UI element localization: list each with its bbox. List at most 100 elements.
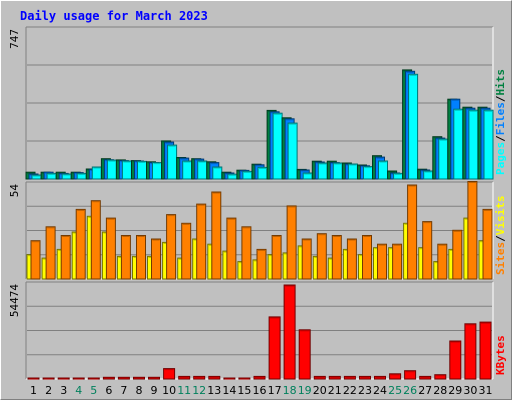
- x-tick-label-day-27: 27: [418, 384, 432, 397]
- bar-sites-day-18: [286, 205, 297, 280]
- bar-kbytes-day-29: [449, 340, 462, 380]
- x-tick-label-day-10: 10: [162, 384, 176, 397]
- legend-separator: /: [494, 135, 507, 142]
- panel-max-label: 747: [8, 29, 21, 49]
- bar-kbytes-day-26: [404, 370, 417, 380]
- bar-pages-day-30: [468, 109, 479, 180]
- bar-sites-day-13: [211, 191, 222, 280]
- bar-pages-day-6: [106, 159, 117, 180]
- bar-pages-day-7: [121, 160, 132, 180]
- x-tick-label-day-20: 20: [313, 384, 327, 397]
- x-tick-label-day-15: 15: [237, 384, 251, 397]
- bar-sites-day-20: [316, 233, 327, 280]
- panel-max-label: 54474: [8, 284, 21, 317]
- bar-pages-day-11: [182, 160, 193, 180]
- x-tick-label-day-14: 14: [222, 384, 236, 397]
- x-tick-label-day-2: 2: [45, 384, 52, 397]
- bar-sites-day-5: [90, 200, 101, 280]
- bar-pages-day-9: [152, 162, 162, 180]
- x-tick-label-day-12: 12: [192, 384, 206, 397]
- bar-sites-day-15: [241, 226, 252, 280]
- bar-pages-day-5: [91, 166, 102, 180]
- bar-sites-day-30: [467, 181, 478, 280]
- bar-sites-day-24: [377, 243, 387, 280]
- x-tick-label-day-8: 8: [136, 384, 143, 397]
- bar-sites-day-7: [120, 235, 131, 280]
- legend-separator: /: [494, 235, 507, 242]
- bar-pages-day-17: [272, 112, 283, 180]
- x-tick-label-day-3: 3: [60, 384, 67, 397]
- x-tick-label-day-11: 11: [177, 384, 191, 397]
- bar-pages-day-28: [438, 138, 449, 180]
- x-tick-label-day-28: 28: [433, 384, 447, 397]
- bar-sites-day-3: [60, 235, 71, 280]
- x-tick-label-day-29: 29: [448, 384, 462, 397]
- bar-sites-day-31: [482, 208, 493, 280]
- bar-sites-day-26: [407, 184, 418, 280]
- bar-kbytes-day-28: [434, 374, 447, 380]
- legend-kbytes: KBytes: [494, 335, 507, 375]
- panel-legend: KBytes: [494, 335, 507, 375]
- bar-kbytes-day-31: [479, 321, 492, 380]
- bar-sites-day-21: [331, 235, 342, 280]
- panel-visits-sites: 54 Sites/Visits: [8, 181, 507, 280]
- x-tick-label-day-16: 16: [253, 384, 267, 397]
- bar-sites-day-2: [45, 226, 56, 280]
- chart-title: Daily usage for March 2023: [20, 9, 208, 23]
- chart-panels: 747 Pages/Files/Hits 54 Sites/Visits 54474 KB…: [8, 26, 507, 380]
- x-tick-label-day-22: 22: [343, 384, 357, 397]
- bar-sites-day-14: [226, 217, 237, 280]
- x-tick-label-day-7: 7: [120, 384, 127, 397]
- x-tick-label-day-24: 24: [373, 384, 387, 397]
- bar-pages-day-18: [287, 122, 298, 180]
- x-tick-label-day-13: 13: [207, 384, 221, 397]
- bar-kbytes-day-17: [268, 316, 281, 380]
- legend-visits: Visits: [494, 196, 507, 236]
- x-tick-label-day-30: 30: [463, 384, 477, 397]
- bar-pages-day-24: [378, 160, 388, 180]
- bar-sites-day-28: [437, 243, 448, 280]
- bar-kbytes-day-19: [298, 329, 311, 380]
- bar-sites-day-19: [301, 238, 312, 280]
- bar-pages-day-12: [197, 160, 208, 180]
- panel-hits-files-pages: 747 Pages/Files/Hits: [8, 26, 507, 180]
- x-tick-label-day-23: 23: [358, 384, 372, 397]
- x-tick-label-day-5: 5: [90, 384, 97, 397]
- bar-pages-day-16: [257, 166, 268, 180]
- x-tick-label-day-9: 9: [151, 384, 158, 397]
- bar-kbytes-day-30: [464, 323, 477, 380]
- bar-sites-day-10: [166, 214, 177, 280]
- bar-pages-day-22: [347, 163, 358, 180]
- legend-separator: /: [494, 95, 507, 102]
- bar-sites-day-17: [271, 235, 282, 280]
- panel-max-label: 54: [8, 184, 21, 198]
- bar-sites-day-9: [151, 238, 161, 280]
- panel-kbytes: 54474 KBytes: [8, 281, 507, 380]
- x-tick-label-day-17: 17: [268, 384, 282, 397]
- bar-kbytes-day-25: [389, 373, 402, 380]
- bar-sites-day-12: [196, 203, 207, 280]
- bar-sites-day-6: [105, 217, 116, 280]
- bar-kbytes-day-18: [283, 284, 296, 380]
- bar-sites-day-8: [136, 235, 146, 280]
- bar-pages-day-10: [167, 144, 178, 180]
- bar-pages-day-13: [212, 166, 223, 180]
- legend-files: Files: [494, 102, 507, 135]
- panel-legend: Sites/Visits: [494, 196, 507, 276]
- panel-legend: Pages/Files/Hits: [494, 69, 507, 175]
- x-tick-label-day-21: 21: [328, 384, 342, 397]
- x-tick-label-day-25: 25: [388, 384, 402, 397]
- bar-pages-day-31: [483, 109, 494, 180]
- x-tick-label-day-4: 4: [75, 384, 82, 397]
- bar-sites-day-23: [362, 235, 372, 280]
- bar-kbytes-day-10: [163, 368, 176, 380]
- x-tick-label-day-18: 18: [283, 384, 297, 397]
- x-tick-label-day-19: 19: [298, 384, 312, 397]
- x-tick-label-day-1: 1: [30, 384, 37, 397]
- bar-sites-day-29: [452, 229, 463, 280]
- bar-sites-day-22: [346, 238, 357, 280]
- bar-pages-day-23: [363, 166, 373, 180]
- bar-pages-day-29: [453, 108, 464, 180]
